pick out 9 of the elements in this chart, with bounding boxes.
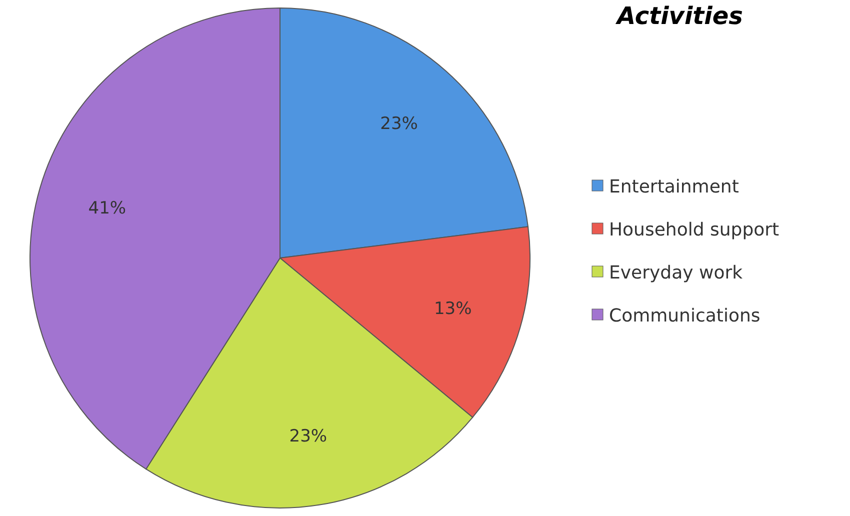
legend-label: Communications — [609, 305, 760, 326]
legend-label: Entertainment — [609, 176, 739, 198]
data-label: 13% — [434, 299, 472, 320]
data-label: 41% — [88, 198, 126, 219]
data-label: 23% — [289, 426, 328, 447]
data-label: 23% — [380, 114, 418, 134]
chart-title: Activities — [615, 2, 743, 30]
legend-label: Household support — [609, 219, 780, 240]
legend-label: Everyday work — [609, 262, 744, 284]
